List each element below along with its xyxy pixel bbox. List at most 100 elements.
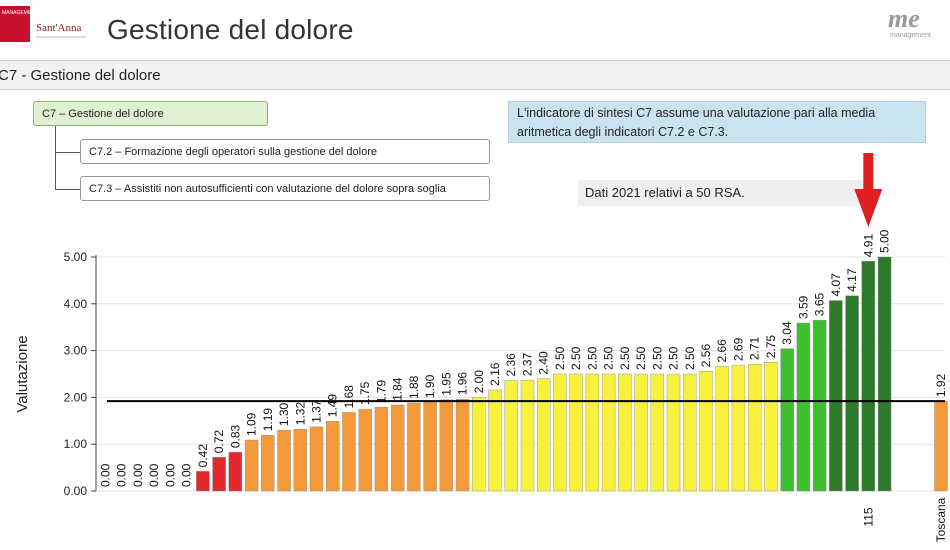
tree-root-indicator: C7 – Gestione del dolore — [33, 101, 268, 126]
bar-value-label: 3.65 — [813, 292, 827, 316]
bar-value-label: 2.56 — [699, 344, 713, 368]
logo-underline — [36, 36, 86, 38]
bar — [553, 373, 567, 492]
bar-value-label: 2.71 — [748, 336, 762, 360]
bar — [293, 429, 307, 492]
bar-value-label: 2.50 — [553, 346, 567, 370]
bar-value-label: 1.30 — [277, 402, 291, 426]
section-bar: C7 - Gestione del dolore — [0, 60, 950, 90]
bar-value-label: 2.50 — [650, 346, 664, 370]
bar — [358, 408, 372, 492]
bar-value-label: 1.37 — [309, 399, 323, 423]
bar — [439, 399, 454, 492]
bar-value-label: 2.50 — [618, 346, 632, 370]
bar — [472, 397, 486, 492]
bar — [845, 295, 859, 492]
mes-logo-subtitle: management — [890, 32, 931, 39]
page-title: Gestione del dolore — [107, 14, 354, 45]
bar — [228, 451, 243, 492]
bar-value-label: 1.49 — [326, 394, 340, 418]
section-title: C7 - Gestione del dolore — [0, 67, 161, 84]
arrow-shaft — [863, 153, 874, 190]
bar-value-label: 5.00 — [878, 229, 892, 253]
bar — [277, 429, 291, 492]
bar-value-label: 2.36 — [504, 353, 518, 377]
tree-child-c72: C7.2 – Formazione degli operatori sulla … — [80, 139, 490, 164]
bar-value-label: 0.00 — [131, 463, 145, 487]
bar — [601, 373, 616, 492]
regional-bar-label: Toscana — [934, 497, 948, 542]
bar-value-label: 4.07 — [829, 273, 843, 297]
bar-value-label: 0.83 — [228, 424, 242, 448]
bar-value-label: 2.50 — [602, 346, 616, 370]
bar — [212, 457, 226, 492]
y-tick-label: 3.00 — [64, 344, 88, 358]
bar — [715, 366, 729, 492]
regional-bar — [934, 400, 948, 492]
bar-value-label: 3.04 — [780, 321, 794, 345]
bar-value-label: 2.16 — [488, 362, 502, 386]
bar — [569, 373, 583, 492]
bar — [683, 373, 697, 492]
y-tick-label: 0.00 — [64, 484, 88, 498]
bar — [699, 370, 713, 492]
bar-value-label: 2.50 — [569, 346, 583, 370]
bar — [780, 348, 794, 492]
bar-value-label: 2.37 — [520, 352, 534, 376]
bar-value-label: 1.75 — [358, 381, 372, 405]
bar-value-label: 0.00 — [115, 463, 129, 487]
bar-value-label: 1.79 — [374, 380, 388, 404]
y-tick-label: 5.00 — [64, 250, 88, 264]
bar-value-label: 2.40 — [537, 351, 551, 375]
bar — [812, 319, 827, 492]
mes-logo: me — [888, 4, 920, 33]
santanna-logo: MANAGEMENT — [0, 6, 38, 42]
arrow-head — [854, 189, 883, 227]
tree-connector — [55, 189, 80, 190]
bar-value-label: 0.00 — [180, 463, 194, 487]
bar-value-label: 2.50 — [634, 346, 648, 370]
bar — [261, 435, 275, 492]
regional-bar-value-label: 1.92 — [934, 373, 948, 397]
bar-value-label: 2.66 — [715, 339, 729, 363]
info-box: L'indicatore di sintesi C7 assume una va… — [508, 101, 926, 143]
bar — [537, 378, 551, 492]
bar — [650, 373, 665, 492]
bar-value-label: 1.84 — [391, 377, 405, 401]
bar — [390, 404, 405, 492]
bar-value-label: 4.91 — [861, 234, 875, 258]
bar-value-label: 0.72 — [212, 430, 226, 454]
y-tick-label: 4.00 — [64, 297, 88, 311]
bar — [244, 439, 259, 492]
bar-value-label: 0.42 — [196, 444, 210, 468]
bar — [748, 363, 762, 492]
bar — [309, 426, 324, 492]
bar — [196, 471, 210, 492]
bar-value-label: 2.75 — [764, 335, 778, 359]
bar — [374, 407, 389, 492]
bar — [796, 322, 811, 492]
bar — [504, 380, 518, 492]
bar — [634, 373, 648, 492]
bar-value-label: 2.50 — [683, 346, 697, 370]
bar-value-label: 1.68 — [342, 385, 356, 409]
bar-value-label: 1.88 — [407, 375, 421, 399]
bar-value-label: 2.00 — [472, 370, 486, 394]
bar — [488, 389, 502, 492]
tree-connector — [55, 152, 80, 153]
bar-value-label: 0.00 — [147, 463, 161, 487]
bar-value-label: 1.09 — [245, 412, 259, 436]
bar — [407, 402, 421, 492]
bar — [861, 261, 876, 492]
bar-value-label: 2.50 — [585, 346, 599, 370]
bar — [731, 364, 746, 492]
bar — [520, 379, 535, 492]
bar-value-label: 1.90 — [423, 374, 437, 398]
bar-value-label: 4.17 — [845, 268, 859, 292]
bar — [618, 373, 632, 492]
bar-value-label: 2.50 — [667, 346, 681, 370]
bar — [455, 399, 470, 492]
bar-value-label: 0.00 — [163, 463, 177, 487]
logo-name: Sant'Anna — [36, 22, 82, 34]
